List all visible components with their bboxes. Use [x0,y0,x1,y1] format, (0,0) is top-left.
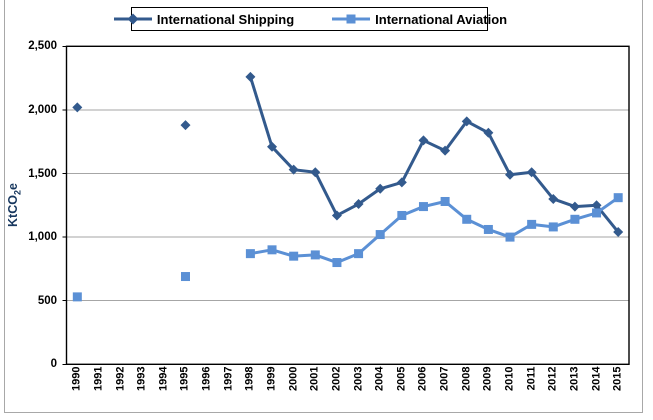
data-point-marker [483,127,494,138]
data-point-marker [310,250,320,260]
x-tick-label: 2007 [438,366,451,391]
x-tick-label: 1995 [178,366,191,391]
x-tick-label: 2004 [373,366,386,391]
y-tick-label: 2,500 [28,40,57,53]
data-point-marker [548,222,558,232]
x-tick-label: 1998 [243,366,256,391]
x-tick-label: 1990 [70,366,83,391]
data-point-marker [613,193,623,203]
data-point-marker [505,169,516,180]
data-point-marker [418,135,429,146]
data-point-marker [267,245,277,255]
x-tick-label: 2012 [546,366,559,391]
y-tick-label: 1,000 [28,231,57,244]
x-tick-label: 1991 [92,366,105,391]
data-point-marker [440,196,450,206]
data-point-marker [375,183,386,194]
series-line [248,76,620,233]
aviation-line-square-marker-icon [332,14,371,24]
data-point-marker [180,272,190,282]
legend-label-shipping: International Shipping [156,11,295,27]
data-point-marker [397,210,407,220]
legend-entry-international-aviation: International Aviation [330,12,507,27]
x-tick-label: 2014 [590,366,603,391]
x-tick-label: 1999 [265,366,278,391]
data-point-marker [461,116,472,127]
x-tick-label: 1993 [135,366,148,391]
data-point-marker [353,199,364,210]
series-line [250,196,620,265]
data-point-marker [592,208,602,218]
x-tick-label: 1996 [200,366,213,391]
data-point-marker [591,200,602,211]
plot-frame [65,45,630,365]
data-point-marker [483,224,493,234]
data-point-marker [569,201,580,212]
data-point-marker [440,145,451,156]
series-international-shipping [72,71,624,238]
data-point-marker [396,177,407,188]
data-point-marker [527,219,537,229]
x-tick-label: 1997 [222,366,235,391]
data-point-marker [310,167,321,178]
data-point-marker [288,164,299,175]
data-point-marker [505,232,515,242]
data-point-marker [332,258,342,268]
y-tick-label: 0 [50,358,57,371]
data-point-marker [418,202,428,212]
data-point-marker [375,230,385,240]
x-tick-label: 2015 [611,366,624,391]
legend-entry-international-shipping: International Shipping [112,12,294,27]
x-tick-label: 2011 [525,366,538,391]
data-point-marker [462,214,472,224]
data-point-marker [526,167,537,178]
data-point-marker [548,193,559,204]
x-tick-label: 2013 [568,366,581,391]
data-point-marker [245,249,255,259]
data-point-marker [180,120,191,131]
legend: International Shipping International Avi… [113,7,507,31]
x-tick-label: 2010 [503,366,516,391]
data-point-marker [72,292,82,302]
y-tick-label: 2,000 [28,103,57,116]
x-tick-label: 2001 [308,366,321,391]
data-point-marker [570,214,580,224]
x-tick-label: 2000 [287,366,300,391]
y-tick-label: 500 [37,294,57,307]
x-tick-label: 2002 [330,366,343,391]
x-tick-label: 2003 [352,366,365,391]
x-tick-label: 2009 [481,366,494,391]
data-point-marker [289,251,299,261]
data-point-marker [245,71,256,82]
data-point-marker [354,249,364,259]
x-tick-label: 2006 [416,366,429,391]
x-tick-label: 1992 [114,366,127,391]
data-point-marker [72,102,83,113]
data-point-marker [331,210,342,221]
data-point-marker [267,141,278,152]
data-point-marker [613,227,624,238]
legend-label-aviation: International Aviation [375,11,508,27]
x-tick-label: 2008 [460,366,473,391]
x-tick-label: 1994 [157,366,170,391]
y-tick-label: 1,500 [28,167,57,180]
shipping-line-diamond-marker-icon [113,13,152,25]
series-international-aviation [72,193,623,302]
x-tick-label: 2005 [395,366,408,391]
